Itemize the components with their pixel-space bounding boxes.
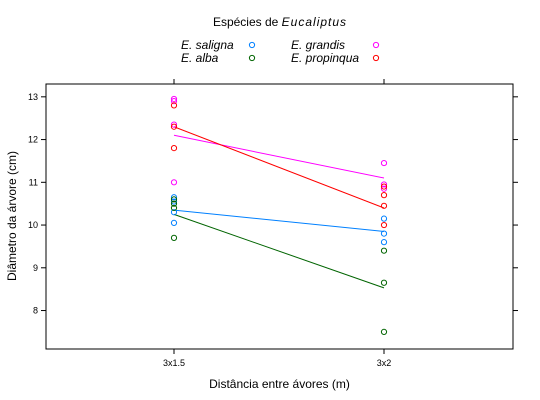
data-point <box>170 121 178 128</box>
data-point <box>380 192 388 199</box>
axes: 8 9 10 11 12 13 3x1.5 3x2 <box>28 79 518 368</box>
y-tick-label: 13 <box>28 92 38 102</box>
legend-title-italic: Eucaliptus <box>282 15 347 29</box>
data-point <box>380 328 388 336</box>
y-tick-label: 9 <box>33 263 38 273</box>
mean-line <box>173 213 385 289</box>
legend-label: E. propinqua <box>291 51 359 65</box>
legend-label: E. saligna <box>181 38 234 52</box>
data-point <box>380 279 388 286</box>
mean-line <box>173 134 385 179</box>
y-tick-label: 10 <box>28 220 38 230</box>
x-axis-label: Distância entre ávores (m) <box>209 377 350 391</box>
data-point <box>380 202 388 209</box>
data-point <box>170 198 178 205</box>
mean-line <box>173 209 385 232</box>
plot-frame <box>45 83 514 350</box>
data-point <box>170 196 178 203</box>
y-axis-label: Diâmetro da árvore (cm) <box>5 151 19 281</box>
data-point <box>170 200 178 207</box>
data-point <box>170 145 178 152</box>
data-point <box>170 123 178 130</box>
data-point <box>170 204 178 212</box>
x-tick-label: 3x2 <box>377 358 392 368</box>
data-point <box>380 185 388 192</box>
mean-line <box>173 126 385 209</box>
data-point <box>380 183 388 190</box>
legend: E. saligna E. grandis E. alba E. propinqua <box>181 38 380 65</box>
legend-marker <box>248 54 256 62</box>
data-point <box>170 209 178 216</box>
x-tick-label: 3x1.5 <box>163 358 185 368</box>
legend-marker <box>372 54 380 62</box>
data-point <box>380 230 388 237</box>
y-tick-label: 11 <box>29 177 38 187</box>
legend-title: Espécies de Eucaliptus <box>213 15 347 29</box>
legend-label: E. grandis <box>291 38 345 52</box>
data-point <box>170 97 178 105</box>
data-point <box>380 181 388 188</box>
legend-title-prefix: Espécies de <box>213 15 282 29</box>
y-tick-label: 12 <box>28 135 38 145</box>
data-point <box>380 221 388 229</box>
legend-label: E. alba <box>181 51 219 65</box>
legend-marker <box>248 41 256 49</box>
legend-marker <box>372 41 380 49</box>
data-point <box>380 159 388 167</box>
mean-lines <box>173 126 385 289</box>
points <box>170 95 388 336</box>
data-point <box>170 102 178 109</box>
data-point <box>380 215 388 222</box>
y-tick-label: 8 <box>33 306 38 316</box>
data-point <box>170 179 178 186</box>
data-point <box>170 95 178 103</box>
data-point <box>170 234 178 241</box>
data-point <box>380 247 388 254</box>
data-point <box>380 239 388 246</box>
data-point <box>170 219 178 227</box>
data-point <box>170 194 178 201</box>
